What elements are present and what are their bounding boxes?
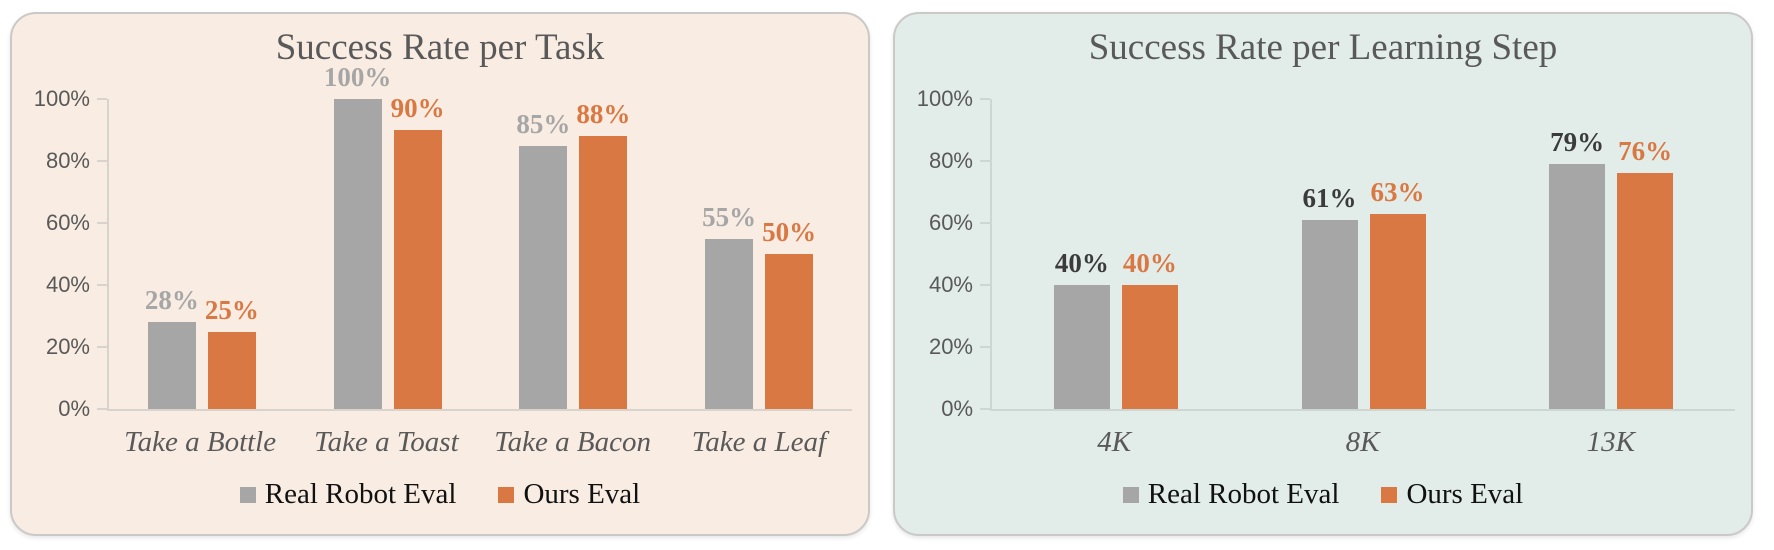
data-label: 28%: [144, 285, 199, 316]
data-label: 79%: [1550, 127, 1605, 158]
data-label: 76%: [1618, 136, 1673, 167]
data-label: 85%: [516, 108, 571, 139]
y-axis: 100% 80% 60% 40% 20% 0%: [895, 87, 973, 421]
y-tick-mark: [97, 346, 107, 348]
chart-title: Success Rate per Learning Step: [1088, 27, 1558, 68]
category-group: 61% 63%: [1240, 99, 1488, 409]
x-axis-label: Take a Bacon: [494, 426, 652, 458]
y-tick-label: 80%: [928, 148, 973, 173]
y-tick-label: 0%: [941, 396, 973, 421]
category-group: 40% 40%: [992, 99, 1240, 409]
bar: 100%: [324, 62, 391, 409]
y-tick-label: 60%: [928, 210, 973, 235]
category-group: 28% 25%: [109, 99, 295, 409]
y-tick-label: 100%: [916, 86, 973, 111]
bar: 55%: [702, 202, 756, 409]
y-tick-mark: [980, 160, 990, 162]
legend-swatch-icon: [239, 486, 256, 503]
y-tick-label: 20%: [45, 334, 90, 359]
data-label: 55%: [702, 201, 757, 232]
legend-swatch-icon: [1381, 486, 1398, 503]
legend-item: Ours Eval: [498, 478, 640, 511]
y-tick-mark: [97, 284, 107, 286]
y-tick-mark: [980, 222, 990, 224]
bar: 50%: [762, 217, 816, 409]
y-tick-mark: [97, 160, 107, 162]
legend-item: Real Robot Eval: [239, 478, 457, 511]
bar: 63%: [1369, 177, 1426, 409]
legend: Real Robot Eval Ours Eval: [895, 478, 1751, 511]
bar: 40%: [1121, 248, 1178, 409]
y-tick-mark: [97, 98, 107, 100]
data-label: 50%: [762, 217, 817, 247]
y-tick-mark: [97, 222, 107, 224]
y-tick-label: 60%: [45, 210, 90, 235]
y-tick-label: 40%: [45, 272, 90, 297]
plot-area: 28% 25% 100% 90% 85% 88% 55% 50%: [97, 62, 852, 411]
chart-title: Success Rate per Task: [275, 27, 605, 68]
bar: 85%: [516, 109, 570, 409]
panel-success-rate-per-task: Success Rate per Task 100% 80% 60% 40% 20% 0%…: [10, 12, 870, 536]
y-tick-label: 40%: [928, 272, 973, 297]
data-label: 63%: [1370, 176, 1425, 207]
data-label: 88%: [576, 99, 631, 130]
data-label: 40%: [1054, 248, 1109, 278]
x-axis: Take a Bottle Take a Toast Take a Bacon Tak…: [107, 426, 852, 459]
y-tick-label: 100%: [33, 86, 90, 111]
data-label: 25%: [204, 294, 259, 325]
data-label: 61%: [1302, 182, 1357, 213]
x-axis-label: Take a Leaf: [691, 426, 827, 458]
y-tick-mark: [980, 284, 990, 286]
x-axis-label: Take a Toast: [314, 426, 459, 458]
bar: 28%: [145, 285, 199, 409]
bar: 88%: [576, 99, 630, 409]
category-group: 85% 88%: [481, 99, 667, 409]
category-group: 79% 76%: [1487, 99, 1735, 409]
x-axis-label: Take a Bottle: [124, 426, 277, 458]
legend-label: Real Robot Eval: [1147, 478, 1340, 510]
legend-item: Real Robot Eval: [1122, 478, 1340, 511]
y-tick-mark: [980, 98, 990, 100]
bar: 61%: [1301, 183, 1358, 409]
bar: 40%: [1053, 248, 1110, 409]
data-label: 40%: [1122, 248, 1177, 278]
legend-item: Ours Eval: [1381, 478, 1523, 511]
panel-success-rate-per-learning-step: Success Rate per Learning Step 100% 80% 60…: [893, 12, 1753, 536]
y-tick-label: 0%: [58, 396, 90, 421]
data-label: 100%: [323, 62, 392, 92]
category-group: 100% 90%: [295, 62, 481, 409]
x-axis-label: 13K: [1586, 426, 1635, 458]
x-axis: 4K 8K 13K: [990, 426, 1735, 459]
legend-swatch-icon: [1122, 486, 1139, 503]
y-tick-mark: [97, 408, 107, 410]
legend-label: Ours Eval: [523, 478, 641, 510]
bar: 76%: [1617, 136, 1674, 409]
data-label: 90%: [390, 93, 445, 123]
y-tick-label: 80%: [45, 148, 90, 173]
category-group: 55% 50%: [666, 99, 852, 409]
x-axis-label: 4K: [1097, 426, 1132, 458]
y-tick-mark: [980, 346, 990, 348]
y-tick-label: 20%: [928, 334, 973, 359]
bar: 90%: [391, 93, 445, 409]
legend: Real Robot Eval Ours Eval: [12, 478, 868, 511]
plot-area: 40% 40% 61% 63% 79% 76%: [980, 98, 1735, 411]
legend-label: Real Robot Eval: [264, 478, 457, 510]
legend-label: Ours Eval: [1406, 478, 1524, 510]
y-axis: 100% 80% 60% 40% 20% 0%: [12, 87, 90, 421]
x-axis-label: 8K: [1345, 426, 1380, 458]
legend-swatch-icon: [498, 486, 515, 503]
bar: 79%: [1549, 127, 1606, 409]
bar: 25%: [205, 295, 259, 409]
y-tick-mark: [980, 408, 990, 410]
